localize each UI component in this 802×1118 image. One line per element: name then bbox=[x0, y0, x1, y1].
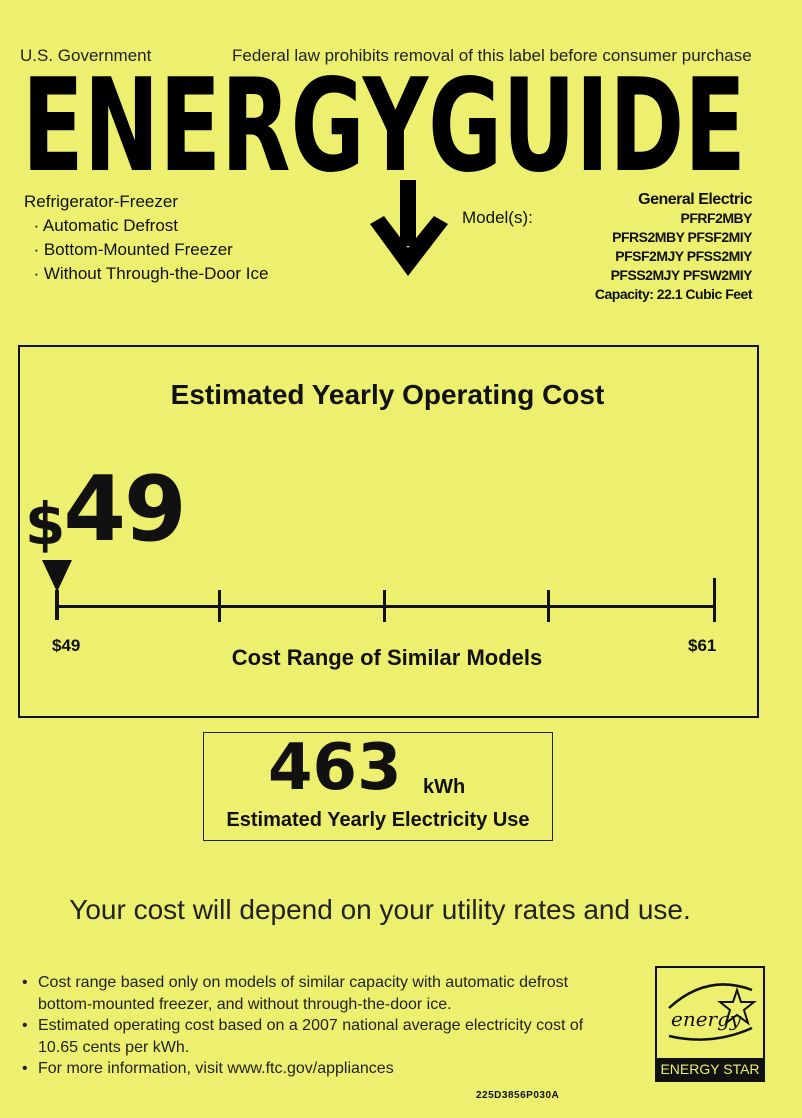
manufacturer: General Electric bbox=[638, 191, 752, 208]
range-max: $61 bbox=[688, 636, 717, 655]
energy-star-icon: energy bbox=[668, 983, 757, 1041]
model-info: General Electric PFRF2MBY PFRS2MBY PFSF2… bbox=[594, 190, 753, 304]
cost-value: $49 bbox=[25, 457, 187, 562]
energy-star-label: ENERGY STAR bbox=[657, 1058, 763, 1080]
cost-marker-stem bbox=[55, 590, 59, 620]
range-min: $49 bbox=[52, 636, 81, 655]
operating-cost-box bbox=[18, 345, 759, 718]
government-label: U.S. Government bbox=[20, 46, 152, 65]
kwh-caption: Estimated Yearly Electricity Use bbox=[226, 809, 530, 831]
depend-text: Your cost will depend on your utility ra… bbox=[69, 894, 691, 925]
cost-range-scale bbox=[58, 605, 716, 608]
footnote: • For more information, visit www.ftc.gov… bbox=[22, 1060, 394, 1077]
arrow-down-icon bbox=[370, 180, 448, 276]
footnote: • Cost range based only on models of simi… bbox=[22, 974, 569, 1013]
feature-item: · Automatic Defrost bbox=[24, 216, 179, 235]
kwh-value: 463 bbox=[268, 731, 402, 805]
energy-star-logo: energy ENERGY STAR bbox=[655, 966, 765, 1082]
cost-marker-icon bbox=[42, 560, 72, 592]
svg-text:ENERGYGUIDE: ENERGYGUIDE bbox=[22, 66, 746, 178]
model-line: PFSS2MJY PFSW2MIY bbox=[610, 267, 753, 283]
energyguide-title: ENERGYGUIDE bbox=[22, 66, 746, 178]
range-caption: Cost Range of Similar Models bbox=[231, 645, 543, 670]
feature-item: · Without Through-the-Door Ice bbox=[24, 264, 269, 283]
label-code: 225D3856P030A bbox=[476, 1090, 560, 1101]
feature-item: · Bottom-Mounted Freezer bbox=[24, 240, 233, 259]
scale-tick bbox=[547, 590, 550, 622]
scale-tick bbox=[383, 590, 386, 622]
footnotes: • Cost range based only on models of simi… bbox=[22, 972, 612, 1080]
product-type: Refrigerator-Freezer bbox=[24, 192, 178, 211]
scale-tick bbox=[713, 578, 716, 622]
scale-tick bbox=[218, 590, 221, 622]
capacity: Capacity: 22.1 Cubic Feet bbox=[594, 286, 753, 302]
model-line: PFRS2MBY PFSF2MIY bbox=[612, 229, 752, 245]
cost-title: Estimated Yearly Operating Cost bbox=[170, 379, 605, 410]
svg-text:energy: energy bbox=[671, 1007, 742, 1031]
model-line: PFRF2MBY bbox=[680, 210, 753, 226]
product-description: Refrigerator-Freezer · Automatic Defrost… bbox=[24, 190, 268, 286]
models-label: Model(s): bbox=[462, 208, 533, 227]
electricity-box bbox=[203, 732, 553, 841]
removal-notice: Federal law prohibits removal of this la… bbox=[232, 46, 752, 65]
model-line: PFSF2MJY PFSS2MIY bbox=[615, 248, 752, 264]
footnote: • Estimated operating cost based on a 200… bbox=[22, 1017, 584, 1056]
kwh-unit: kWh bbox=[423, 776, 466, 798]
